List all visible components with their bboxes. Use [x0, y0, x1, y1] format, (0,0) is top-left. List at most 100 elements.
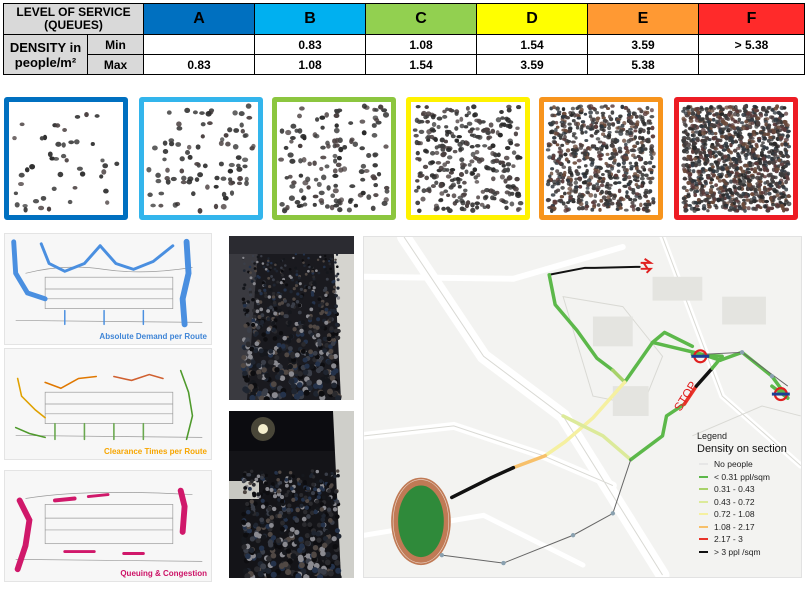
- crowd-dot: [570, 140, 576, 144]
- crowd-dot: [237, 176, 243, 182]
- crowd-dot: [644, 208, 650, 213]
- crowd-dot: [778, 180, 782, 185]
- crowd-dot: [779, 172, 785, 177]
- crowd-dot: [762, 187, 768, 192]
- crowd-dot: [574, 152, 578, 156]
- crowd-dot: [500, 122, 505, 127]
- crowd-dot: [617, 146, 623, 151]
- crowd-dot: [158, 191, 165, 196]
- crowd-dot: [326, 185, 331, 191]
- crowd-person: [272, 494, 278, 499]
- crowd-dot: [697, 201, 702, 205]
- crowd-person: [332, 279, 336, 283]
- crowd-dot: [599, 124, 604, 129]
- crowd-person: [310, 303, 314, 308]
- crowd-person: [285, 569, 292, 576]
- crowd-person: [270, 552, 277, 559]
- crowd-person: [334, 489, 338, 494]
- crowd-dot: [514, 143, 520, 147]
- crowd-person: [261, 332, 266, 337]
- crowd-dot: [570, 106, 575, 111]
- crowd-dot: [701, 151, 707, 155]
- crowd-person: [335, 395, 342, 400]
- crowd-dot: [777, 158, 782, 163]
- crowd-dot: [695, 185, 699, 190]
- crowd-dot: [378, 104, 384, 110]
- crowd-person: [258, 300, 263, 304]
- crowd-dot: [105, 200, 110, 205]
- crowd-dot: [493, 158, 500, 164]
- crowd-dot: [753, 187, 758, 193]
- crowd-dot: [784, 187, 789, 192]
- crowd-dot: [207, 121, 213, 126]
- crowd-person: [306, 385, 313, 391]
- crowd-dot: [603, 104, 608, 108]
- crowd-dot: [601, 116, 606, 120]
- crowd-person: [316, 495, 321, 500]
- crowd-person: [322, 542, 328, 549]
- crowd-dot: [100, 158, 105, 163]
- crowd-person: [264, 473, 268, 478]
- crowd-dot: [165, 167, 170, 173]
- crowd-dot: [197, 208, 203, 214]
- crowd-person: [298, 282, 302, 286]
- crowd-dot: [288, 195, 295, 201]
- crowd-person: [275, 269, 279, 273]
- crowd-person: [329, 326, 334, 331]
- crowd-person: [318, 510, 323, 516]
- crowd-person: [256, 274, 260, 278]
- crowd-dot: [714, 111, 719, 117]
- crowd-dot: [472, 112, 477, 118]
- crowd-dot: [176, 126, 183, 131]
- crowd-dot: [724, 204, 729, 209]
- crowd-dot: [782, 106, 787, 110]
- crowd-dot: [278, 157, 284, 162]
- crowd-dot: [585, 168, 589, 173]
- crowd-person: [281, 273, 284, 277]
- crowd-person: [313, 509, 318, 515]
- crowd-person: [319, 502, 325, 507]
- crowd-dot: [505, 162, 512, 167]
- crowd-person: [301, 522, 307, 528]
- crowd-dot: [574, 185, 579, 189]
- crowd-dot: [235, 155, 242, 160]
- crowd-dot: [565, 116, 571, 120]
- legend-swatch: [699, 500, 708, 503]
- crowd-dot: [506, 107, 512, 113]
- crowd-dot: [742, 198, 746, 202]
- crowd-person: [259, 307, 264, 312]
- crowd-dot: [464, 113, 469, 118]
- crowd-person: [312, 544, 319, 551]
- crowd-person: [325, 529, 331, 535]
- crowd-dot: [613, 181, 618, 185]
- crowd-dot: [785, 134, 790, 139]
- crowd-person: [241, 539, 247, 545]
- crowd-person: [309, 536, 316, 542]
- crowd-dot: [459, 157, 465, 162]
- crowd-dot: [734, 139, 738, 144]
- crowd-person: [310, 469, 315, 473]
- crowd-person: [268, 285, 272, 289]
- crowd-person: [289, 486, 294, 491]
- crowd-dot: [470, 151, 476, 157]
- crowd-dot: [649, 170, 654, 175]
- crowd-person: [325, 271, 329, 274]
- crowd-person: [332, 495, 337, 500]
- crowd-dot: [573, 121, 578, 127]
- crowd-dot: [455, 177, 461, 181]
- crowd-dot: [717, 172, 722, 177]
- crowd-dot: [438, 165, 444, 171]
- crowd-dot: [693, 127, 697, 131]
- crowd-dot: [607, 130, 612, 134]
- crowd-dot: [435, 160, 442, 165]
- crowd-person: [271, 295, 276, 299]
- crowd-person: [246, 300, 250, 304]
- crowd-person: [297, 547, 303, 554]
- crowd-dot: [285, 129, 292, 136]
- crowd-person: [245, 341, 251, 347]
- crowd-dot: [414, 139, 419, 146]
- crowd-person: [252, 308, 256, 313]
- crowd-person: [255, 537, 261, 544]
- crowd-dot: [634, 183, 639, 187]
- crowd-dot: [625, 190, 629, 195]
